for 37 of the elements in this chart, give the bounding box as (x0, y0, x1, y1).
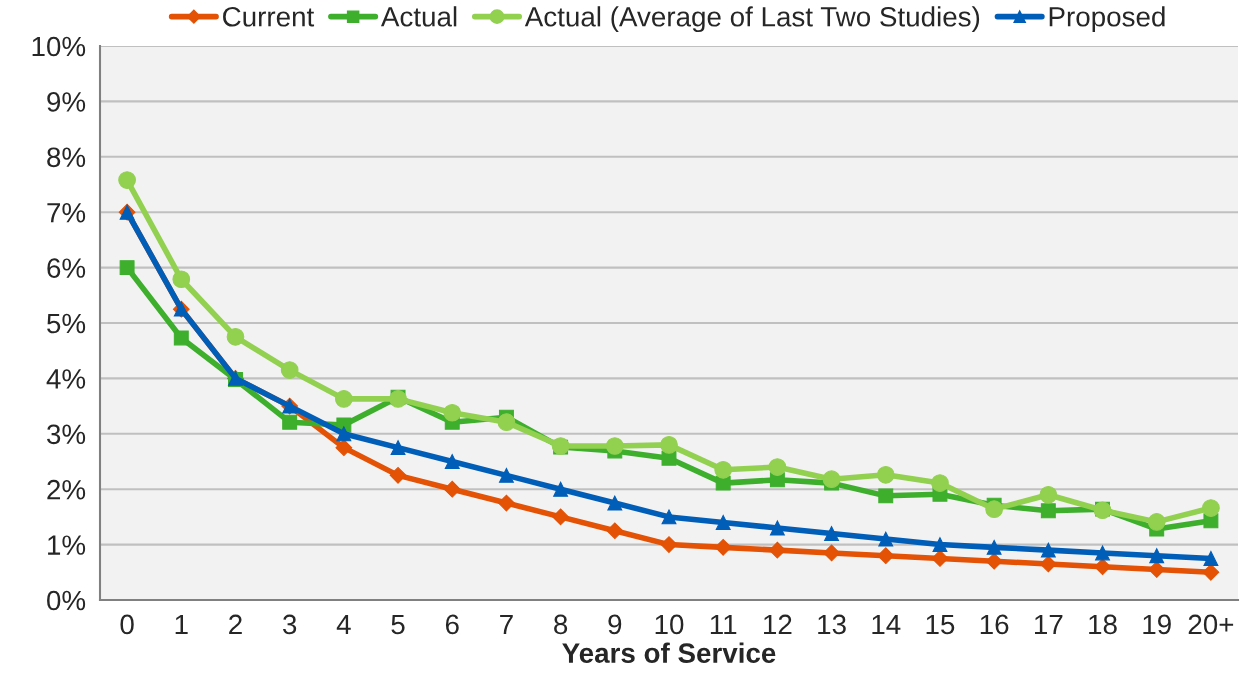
y-tick-label: 5% (47, 313, 86, 334)
y-tick-label: 10% (32, 36, 86, 57)
y-tick-label: 4% (46, 369, 86, 389)
y-tick-label: 9% (47, 92, 86, 112)
x-tick-label: 1 (175, 614, 188, 635)
y-tick-label: 0% (47, 590, 86, 611)
x-tick-label: 12 (764, 614, 792, 635)
x-tick-label: 4 (336, 614, 351, 635)
x-tick-label: 8 (554, 614, 568, 635)
x-tick-label: 2 (229, 614, 242, 635)
x-tick-label: 13 (818, 614, 846, 635)
x-axis-title: Years of Service (562, 642, 776, 663)
x-tick-label: 16 (980, 614, 1009, 635)
legend-label: Actual (Average of Last Two Studies) (524, 6, 980, 33)
x-tick-label: 7 (500, 614, 513, 635)
x-tick-label: 18 (1089, 614, 1117, 635)
x-tick-label: 14 (872, 614, 901, 635)
legend-label: Current (223, 6, 315, 27)
x-tick-label: 17 (1035, 614, 1063, 635)
x-tick-label: 19 (1143, 614, 1171, 635)
legend-label: Actual (380, 6, 457, 27)
y-tick-label: 7% (47, 202, 86, 223)
x-tick-label: 0 (120, 614, 134, 635)
x-tick-label: 10 (655, 614, 684, 635)
x-tick-label: 5 (391, 614, 405, 635)
x-tick-label: 20+ (1188, 614, 1234, 635)
x-tick-label: 9 (608, 614, 622, 635)
x-tick-label: 15 (926, 614, 955, 635)
y-tick-label: 1% (48, 535, 86, 555)
y-tick-label: 8% (47, 147, 86, 168)
y-tick-label: 3% (47, 424, 86, 445)
y-tick-label: 2% (47, 479, 86, 500)
y-tick-label: 6% (47, 258, 86, 278)
x-tick-label: 6 (445, 614, 459, 635)
x-tick-label: 11 (710, 614, 737, 635)
legend-label: Proposed (1049, 6, 1165, 33)
x-tick-label: 3 (283, 614, 297, 635)
